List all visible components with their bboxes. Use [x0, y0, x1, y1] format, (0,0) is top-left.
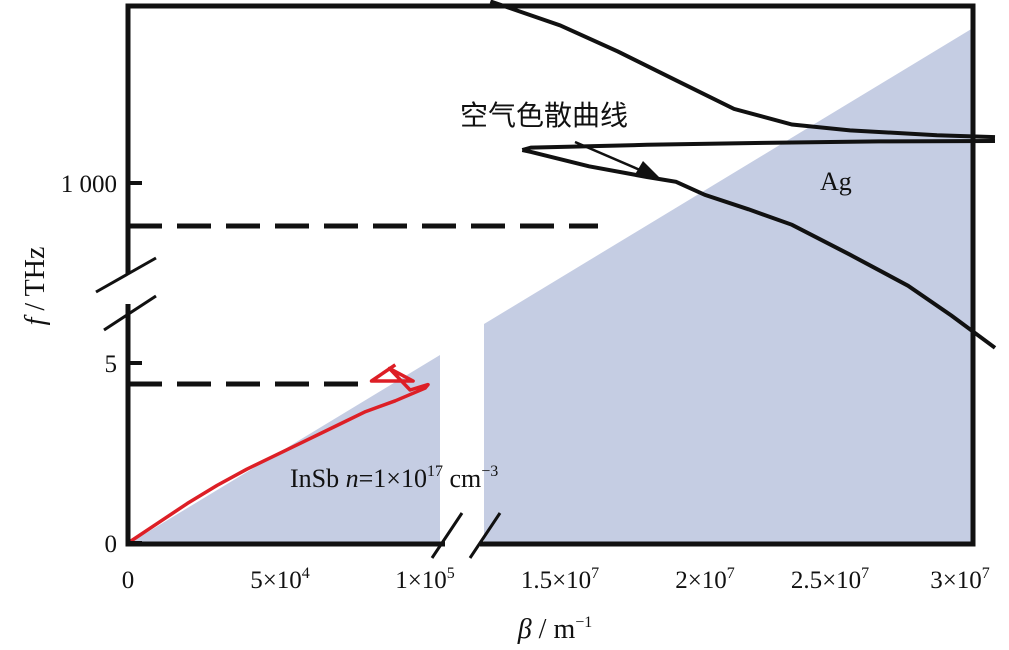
- x-tick-label: 2.5×107: [791, 565, 869, 594]
- x-axis-label: β / m−1: [517, 614, 593, 645]
- series-air-upper: [521, 148, 997, 350]
- ag-label: Ag: [820, 167, 852, 196]
- series-air-lower: [489, 0, 996, 140]
- y-break-erase: [120, 274, 136, 304]
- x-break-slash-1: [430, 512, 464, 559]
- insb-label: InSb n=1×1017 cm−3: [290, 463, 498, 493]
- series-air-asymptote: [521, 139, 996, 152]
- x-tick-label: 3×107: [930, 565, 990, 594]
- x-tick-label: 1×105: [395, 565, 455, 594]
- x-tick-label: 5×104: [250, 565, 310, 594]
- y-break-slash-2: [103, 294, 157, 332]
- x-tick-label: 0: [122, 567, 135, 594]
- x-break-slash-2: [468, 512, 502, 559]
- y-axis-label: f / THz: [20, 247, 51, 326]
- x-tick-label: 1.5×107: [521, 565, 599, 594]
- air-curve-annotation: 空气色散曲线: [460, 99, 628, 132]
- y-break-slash-1: [95, 256, 157, 294]
- annotation-arrowhead: [634, 161, 662, 180]
- y-tick-label: 5: [105, 351, 118, 378]
- annotation-arrow-shaft: [574, 140, 641, 172]
- ag-region-fill: [484, 28, 973, 544]
- y-tick-label: 0: [105, 531, 118, 558]
- x-tick-label: 2×107: [675, 565, 735, 594]
- x-break-erase: [445, 538, 480, 550]
- y-tick-label: 1 000: [61, 171, 117, 198]
- x-axis-break-gap: [441, 355, 483, 550]
- series-insb: [127, 363, 430, 545]
